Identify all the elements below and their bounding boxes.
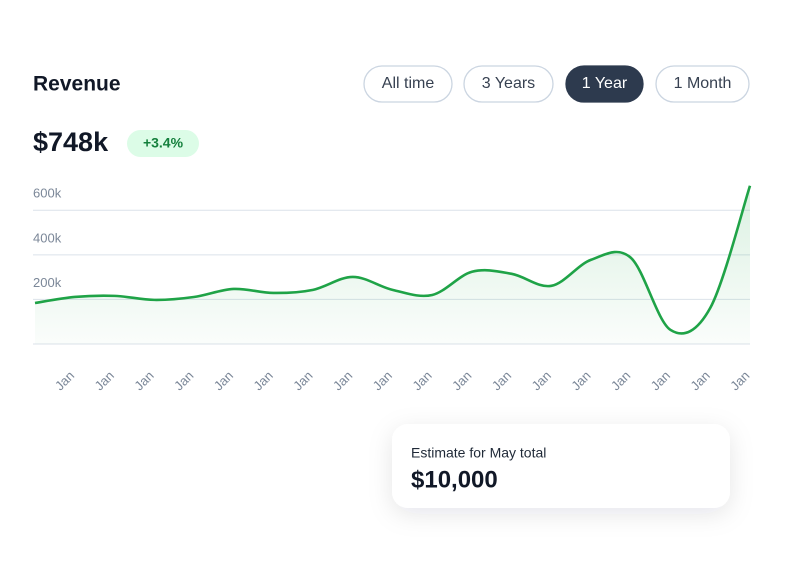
line (34, 185, 752, 335)
filter-label[interactable]: All time (382, 75, 435, 92)
x-tick-label: Jan (489, 368, 514, 393)
x-tick-label: Jan (52, 368, 77, 393)
filter-label[interactable]: 3 Years (482, 75, 535, 92)
y-tick-label: 600k (33, 186, 62, 201)
filter-label[interactable]: 1 Month (674, 75, 732, 92)
x-tick-label: Jan (409, 368, 434, 393)
x-tick-label: Jan (608, 368, 633, 393)
y-tick-label: 200k (33, 275, 62, 290)
revenue-total: $748k (33, 127, 109, 157)
x-tick-label: Jan (648, 368, 673, 393)
filter-button[interactable] (565, 65, 644, 103)
x-tick-label: Jan (568, 368, 593, 393)
x-tick-label: Jan (370, 368, 395, 393)
estimate-value: $10,000 (411, 466, 498, 493)
filter-button[interactable] (655, 65, 750, 103)
area (35, 185, 750, 344)
x-tick-label: Jan (727, 368, 752, 393)
estimate-label: Estimate for May total (411, 445, 546, 461)
x-tick-label: Jan (171, 368, 196, 393)
x-tick-label: Jan (449, 368, 474, 393)
change-badge (127, 130, 199, 157)
x-tick-label: Jan (131, 368, 156, 393)
widget-title: Revenue (33, 73, 121, 96)
change-value: +3.4% (143, 135, 184, 151)
y-tick-label: 400k (33, 230, 62, 245)
x-tick-label: Jan (92, 368, 117, 393)
filter-button[interactable] (463, 65, 554, 103)
x-tick-label: Jan (330, 368, 355, 393)
filter-group: All time 3 Years 1 Year 1 Month (363, 65, 750, 103)
filter-label[interactable]: 1 Year (582, 75, 628, 92)
x-tick-label: Jan (687, 368, 712, 393)
filter-button[interactable] (363, 65, 453, 103)
x-tick-label: Jan (250, 368, 275, 393)
x-tick-label: Jan (211, 368, 236, 393)
x-tick-label: Jan (290, 368, 315, 393)
x-tick-label: Jan (529, 368, 554, 393)
estimate-card (392, 424, 730, 508)
chart: 200k 400k 600k Jan Jan Jan Jan Jan Jan Jan Jan Jan J… (33, 185, 753, 393)
